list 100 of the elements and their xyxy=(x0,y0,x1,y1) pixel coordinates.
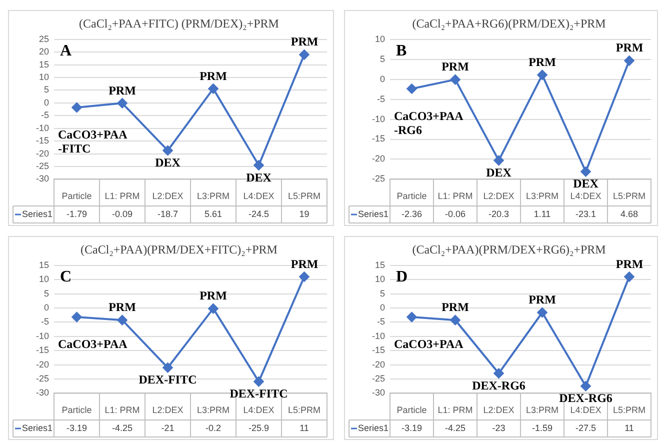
y-tick-label: -20 xyxy=(372,359,386,370)
annotation: PRM xyxy=(108,300,136,314)
annotation: D xyxy=(396,268,408,286)
point xyxy=(254,376,264,387)
point xyxy=(299,50,310,60)
annotation: DEX-RG6 xyxy=(472,378,526,392)
annotation: PRM xyxy=(290,34,318,49)
annotation: DEX xyxy=(246,170,272,184)
y-tick-label: -25 xyxy=(36,373,50,384)
x-tick-label: L1: PRM xyxy=(104,191,140,202)
x-tick-label: L1: PRM xyxy=(438,191,473,202)
y-tick-label: -25 xyxy=(36,160,50,171)
annotation: PRM xyxy=(200,288,227,303)
chart-title: (CaCl₂+PAA)(PRM/DEX+FITC)₂+PRM xyxy=(80,242,278,256)
data-label: -25.9 xyxy=(248,422,270,433)
annotation: DEX-FITC xyxy=(230,386,288,401)
y-tick-label: 15 xyxy=(38,59,50,70)
x-tick-label: L4:DEX xyxy=(243,405,274,416)
x-tick-label: L5:PRM xyxy=(288,191,321,202)
point xyxy=(72,102,82,112)
x-tick-label: Particle xyxy=(396,191,427,202)
x-tick-label: Particle xyxy=(62,405,92,416)
point xyxy=(537,308,548,318)
y-tick-label: -5 xyxy=(376,316,386,327)
x-tick-label: L5:PRM xyxy=(612,191,646,202)
y-tick-label: 5 xyxy=(44,288,50,298)
y-tick-label: -10 xyxy=(36,122,50,133)
x-tick-label: L1: PRM xyxy=(104,405,140,416)
annotation: CaCO3+PAA xyxy=(394,337,464,352)
point xyxy=(208,84,218,94)
data-label: -21 xyxy=(161,422,174,433)
annotation: DEX-RG6 xyxy=(559,391,612,406)
legend-label: Series1 xyxy=(22,422,53,433)
y-tick-label: 0 xyxy=(44,302,50,312)
legend-label: Series1 xyxy=(358,422,389,433)
data-label: -27.5 xyxy=(575,422,596,433)
annotation: B xyxy=(396,42,408,60)
data-label: -23.1 xyxy=(575,208,596,219)
y-tick-label: 5 xyxy=(44,84,50,95)
y-tick-label: 0 xyxy=(380,74,386,84)
annotation: CaCO3+PAA -FITC xyxy=(58,128,128,156)
annotation: A xyxy=(60,42,72,60)
y-tick-label: 15 xyxy=(374,260,386,270)
point xyxy=(450,74,460,85)
y-tick-label: -25 xyxy=(372,373,386,384)
annotation: PRM xyxy=(442,300,469,314)
data-label: -1.59 xyxy=(532,422,553,433)
point xyxy=(406,312,417,322)
annotation: CaCO3+PAA -RG6 xyxy=(394,108,464,137)
x-tick-label: L5:PRM xyxy=(288,405,321,416)
point xyxy=(494,368,504,378)
point xyxy=(537,70,548,80)
y-tick-label: -30 xyxy=(36,388,50,398)
annotation: PRM xyxy=(616,40,644,55)
x-tick-label: Particle xyxy=(62,191,92,202)
y-tick-label: 0 xyxy=(380,302,386,312)
annotation: DEX xyxy=(155,156,181,170)
data-label: -0.09 xyxy=(112,208,133,219)
x-tick-label: L3:PRM xyxy=(526,191,559,202)
point xyxy=(254,160,264,170)
point xyxy=(624,272,634,282)
data-label: -0.2 xyxy=(205,422,222,433)
y-tick-label: 10 xyxy=(374,34,386,44)
annotation: PRM xyxy=(442,60,469,74)
y-tick-label: 10 xyxy=(38,274,50,284)
y-tick-label: -20 xyxy=(372,154,386,164)
x-tick-label: L3:PRM xyxy=(196,405,230,416)
y-tick-label: 5 xyxy=(380,54,386,64)
annotation: DEX xyxy=(573,176,599,191)
legend-label: Series1 xyxy=(358,208,389,219)
y-tick-label: -5 xyxy=(40,316,50,327)
data-label: 1.11 xyxy=(534,208,551,219)
x-tick-label: L3:PRM xyxy=(526,405,559,416)
y-tick-label: -5 xyxy=(376,94,386,104)
data-label: -3.19 xyxy=(402,422,422,433)
annotation: PRM xyxy=(616,256,644,271)
point xyxy=(117,315,128,326)
x-tick-label: L2:DEX xyxy=(152,191,184,202)
x-tick-label: L5:PRM xyxy=(612,405,646,416)
y-tick-label: 20 xyxy=(38,46,50,57)
y-tick-label: 15 xyxy=(38,260,50,270)
y-tick-label: 5 xyxy=(380,288,386,298)
x-tick-label: L2:DEX xyxy=(483,191,514,202)
data-label: -3.19 xyxy=(66,422,88,433)
y-tick-label: -30 xyxy=(36,174,50,184)
y-tick-label: -30 xyxy=(372,388,386,398)
x-tick-label: L2:DEX xyxy=(152,405,184,416)
point xyxy=(117,98,128,108)
data-label: 11 xyxy=(624,422,634,433)
x-tick-label: L3:PRM xyxy=(196,191,230,202)
annotation: PRM xyxy=(290,256,318,271)
annotation: DEX xyxy=(486,166,512,180)
y-tick-label: -20 xyxy=(36,148,50,158)
annotation: PRM xyxy=(200,68,227,83)
point xyxy=(494,155,504,166)
x-tick-label: L4:DEX xyxy=(570,405,602,416)
legend-label: Series1 xyxy=(22,208,53,219)
data-label: -23 xyxy=(492,422,506,433)
annotation: CaCO3+PAA xyxy=(58,337,128,352)
y-tick-label: -5 xyxy=(40,110,50,120)
